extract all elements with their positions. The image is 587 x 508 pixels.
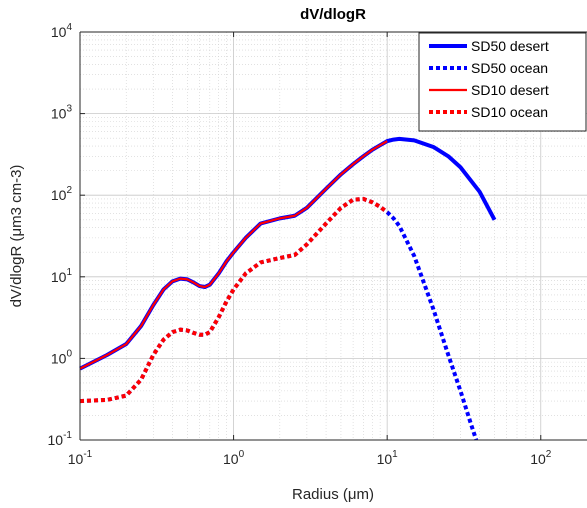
x-tick-label: 102 xyxy=(530,449,552,467)
axes xyxy=(79,31,587,441)
legend-box xyxy=(418,32,587,132)
y-tick-label: 102 xyxy=(51,185,73,203)
series-layer xyxy=(79,136,497,441)
x-tick-label: 10-1 xyxy=(68,449,93,467)
legend-entry-1: SD50 desert xyxy=(471,38,549,54)
y-tick-label: 10-1 xyxy=(48,430,73,448)
y-tick-label: 100 xyxy=(51,348,73,366)
x-tick-label: 100 xyxy=(223,449,245,467)
y-tick-label: 103 xyxy=(51,104,73,122)
y-tick-label: 101 xyxy=(51,267,73,285)
minor-grid xyxy=(80,32,587,440)
legend-entry-3: SD10 desert xyxy=(471,82,549,98)
y-axis-label: dV/dlogR (μm3 cm-3) xyxy=(8,165,25,308)
y-tick-label: 104 xyxy=(51,22,73,40)
series-line-4 xyxy=(79,196,389,404)
tick-labels: 10-1 100 101 102 10-1 100 101 102 103 104 xyxy=(48,22,552,467)
legend-entry-4: SD10 ocean xyxy=(471,104,548,120)
x-axis-label: Radius (μm) xyxy=(292,486,374,503)
series-line-3 xyxy=(79,140,388,370)
chart-title: dV/dlogR xyxy=(300,6,366,23)
x-tick-label: 101 xyxy=(377,449,399,467)
legend: SD50 desert SD50 ocean SD10 desert SD10 oce… xyxy=(418,32,587,132)
legend-entry-2: SD50 ocean xyxy=(471,60,548,76)
